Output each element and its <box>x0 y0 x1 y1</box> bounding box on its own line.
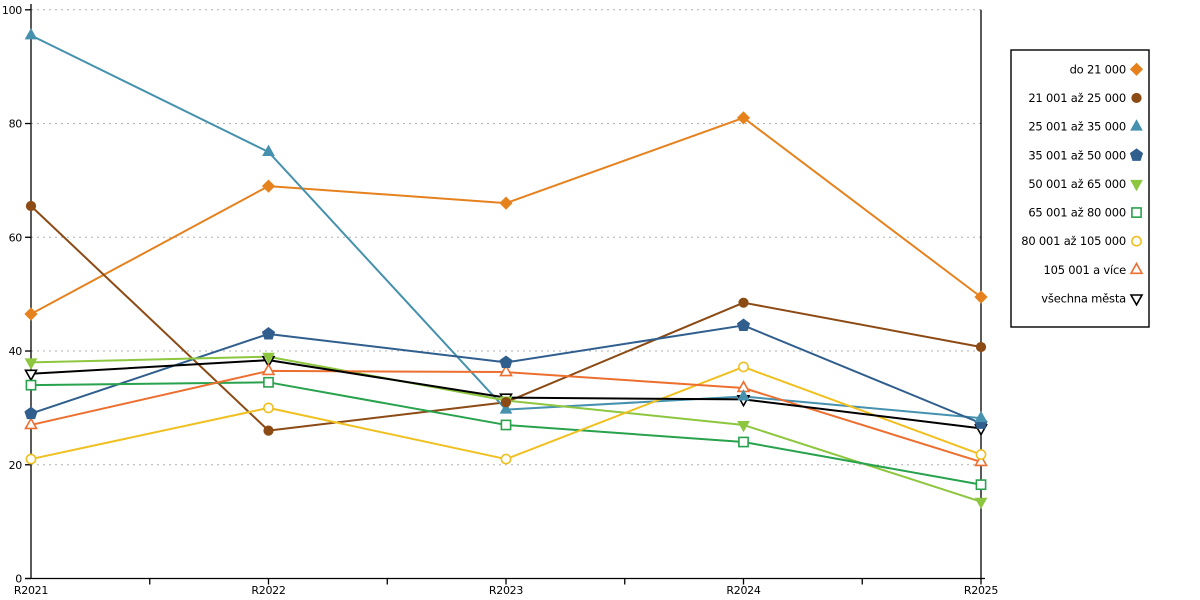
series-marker-21-001-a-25-000-r2022 <box>263 425 274 436</box>
series-marker-50-001-a-65-000-r2021 <box>24 358 38 370</box>
legend-marker-icon-105-001-a-v-ce <box>1129 261 1144 275</box>
series-marker-35-001-a-50-000-r2023 <box>499 355 513 368</box>
series-line-do-21-000 <box>30 116 982 316</box>
series-marker-21-001-a-25-000-r2024 <box>738 297 749 308</box>
series-marker-25-001-a-35-000-r2024 <box>737 389 750 401</box>
series-line-105-001-a-v-ce <box>30 369 982 463</box>
y-tick-label-80: 80 <box>9 118 23 131</box>
legend-marker-icon-80-001-a-105-000 <box>1131 235 1142 247</box>
legend-label-105-001-a-v-ce: 105 001 a více <box>1043 263 1126 277</box>
series-marker-35-001-a-50-000-r2022 <box>261 327 276 340</box>
series-marker-105-001-a-v-ce-r2025 <box>974 453 988 467</box>
series-marker-105-001-a-v-ce-r2023 <box>499 364 513 377</box>
legend-item-25-001-a-35-000: 25 001 až 35 000 <box>1028 119 1143 134</box>
x-tick-label-r2023: R2023 <box>489 584 523 597</box>
legend-marker-icon-35-001-a-50-000 <box>1129 148 1144 161</box>
series-marker-35-001-a-50-000-r2024 <box>736 318 751 332</box>
legend-label-35-001-a-50-000: 35 001 až 50 000 <box>1028 148 1126 162</box>
series-marker-80-001-a-105-000-r2025 <box>975 449 987 460</box>
series-marker-105-001-a-v-ce-r2022 <box>261 362 276 376</box>
legend-label-80-001-a-105-000: 80 001 až 105 000 <box>1021 234 1126 248</box>
series-marker-65-001-a-80-000-r2025 <box>975 479 987 491</box>
legend-item-80-001-a-105-000: 80 001 až 105 000 <box>1021 234 1142 248</box>
legend-marker-icon-50-001-a-65-000 <box>1130 179 1143 192</box>
series-marker-65-001-a-80-000-r2022 <box>263 376 274 388</box>
series-marker-v-echna-m-sta-r2021 <box>24 369 38 382</box>
series-marker-80-001-a-105-000-r2023 <box>500 453 512 465</box>
series-marker-50-001-a-65-000-r2022 <box>262 352 275 365</box>
legend-label-65-001-a-80-000: 65 001 až 80 000 <box>1028 206 1126 220</box>
legend-label-21-001-a-25-000: 21 001 až 25 000 <box>1028 91 1126 105</box>
legend-box <box>1010 49 1150 328</box>
series-marker-105-001-a-v-ce-r2021 <box>24 417 38 430</box>
y-tick-label-100: 100 <box>2 4 22 17</box>
legend-item-do-21-000: do 21 000 <box>1070 62 1144 76</box>
series-marker-do-21-000-r2024 <box>736 111 751 125</box>
series-marker-do-21-000-r2022 <box>261 179 276 193</box>
legend-label-do-21-000: do 21 000 <box>1070 62 1126 76</box>
legend-marker-icon-v-echna-m-sta <box>1129 294 1144 307</box>
series-marker-21-001-a-25-000-r2021 <box>25 200 37 212</box>
series-marker-65-001-a-80-000-r2023 <box>500 419 512 431</box>
series-marker-25-001-a-35-000-r2025 <box>974 410 988 423</box>
y-tick-label-40: 40 <box>9 345 23 358</box>
y-tick-label-20: 20 <box>9 459 23 472</box>
legend-marker-icon-do-21-000 <box>1129 62 1144 76</box>
series-marker-do-21-000-r2025 <box>974 290 988 304</box>
series-marker-65-001-a-80-000-r2021 <box>25 379 37 391</box>
y-tick-label-0: 0 <box>15 573 22 586</box>
legend-label-50-001-a-65-000: 50 001 až 65 000 <box>1028 177 1126 191</box>
legend-item-35-001-a-50-000: 35 001 až 50 000 <box>1028 148 1144 162</box>
series-marker-25-001-a-35-000-r2022 <box>262 144 275 156</box>
series-marker-do-21-000-r2021 <box>24 307 38 321</box>
series-marker-35-001-a-50-000-r2021 <box>24 406 38 420</box>
series-marker-50-001-a-65-000-r2024 <box>737 420 750 433</box>
x-tick-label-r2021: R2021 <box>14 584 48 597</box>
legend-item-50-001-a-65-000: 50 001 až 65 000 <box>1028 177 1143 192</box>
legend-marker-icon-25-001-a-35-000 <box>1130 119 1143 131</box>
legend-item-105-001-a-v-ce: 105 001 a více <box>1043 261 1144 277</box>
legend-label-v-echna-m-sta: všechna města <box>1041 292 1126 306</box>
series-marker-do-21-000-r2023 <box>499 196 513 210</box>
legend-marker-icon-21-001-a-25-000 <box>1131 92 1142 104</box>
series-marker-80-001-a-105-000-r2024 <box>738 361 749 373</box>
legend-item-21-001-a-25-000: 21 001 až 25 000 <box>1028 91 1142 105</box>
x-tick-label-r2025: R2025 <box>964 584 998 597</box>
series-marker-50-001-a-65-000-r2025 <box>974 497 988 510</box>
series-marker-25-001-a-35-000-r2023 <box>499 402 513 414</box>
series-marker-21-001-a-25-000-r2025 <box>975 341 987 353</box>
series-marker-25-001-a-35-000-r2021 <box>24 28 38 40</box>
series-marker-80-001-a-105-000-r2021 <box>25 453 37 465</box>
legend-item-v-echna-m-sta: všechna města <box>1041 292 1144 307</box>
legend-marker-icon-65-001-a-80-000 <box>1131 207 1142 218</box>
x-tick-label-r2022: R2022 <box>251 584 285 597</box>
x-tick-label-r2024: R2024 <box>726 584 760 597</box>
legend-label-25-001-a-35-000: 25 001 až 35 000 <box>1028 120 1126 134</box>
series-marker-65-001-a-80-000-r2024 <box>738 436 749 448</box>
legend-item-65-001-a-80-000: 65 001 až 80 000 <box>1028 206 1142 220</box>
y-tick-label-60: 60 <box>9 231 23 244</box>
series-marker-21-001-a-25-000-r2023 <box>500 397 512 408</box>
series-marker-80-001-a-105-000-r2022 <box>263 402 274 414</box>
